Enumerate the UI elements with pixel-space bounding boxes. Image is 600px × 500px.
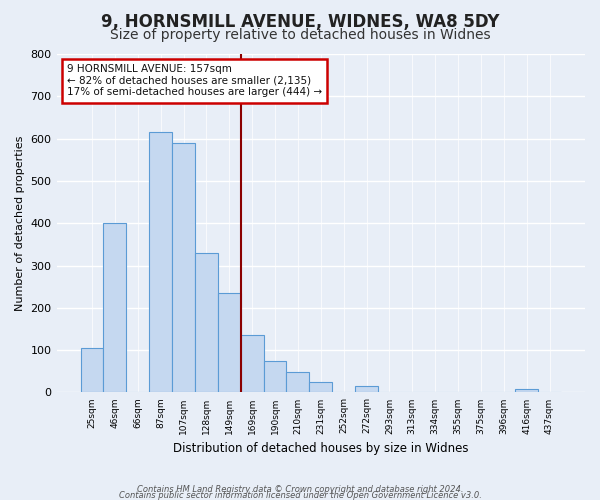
Y-axis label: Number of detached properties: Number of detached properties	[15, 136, 25, 311]
Text: Contains HM Land Registry data © Crown copyright and database right 2024.: Contains HM Land Registry data © Crown c…	[137, 484, 463, 494]
Bar	[241, 336, 263, 392]
Bar	[286, 372, 310, 392]
Bar	[172, 143, 195, 392]
Bar	[80, 348, 103, 393]
Bar	[310, 382, 332, 392]
Bar	[149, 132, 172, 392]
Bar	[355, 386, 378, 392]
Text: 9, HORNSMILL AVENUE, WIDNES, WA8 5DY: 9, HORNSMILL AVENUE, WIDNES, WA8 5DY	[101, 12, 499, 30]
Text: Contains public sector information licensed under the Open Government Licence v3: Contains public sector information licen…	[119, 490, 481, 500]
Text: Size of property relative to detached houses in Widnes: Size of property relative to detached ho…	[110, 28, 490, 42]
Text: 9 HORNSMILL AVENUE: 157sqm
← 82% of detached houses are smaller (2,135)
17% of s: 9 HORNSMILL AVENUE: 157sqm ← 82% of deta…	[67, 64, 322, 98]
Bar	[263, 360, 286, 392]
Bar	[103, 223, 127, 392]
Bar	[515, 390, 538, 392]
Bar	[195, 253, 218, 392]
X-axis label: Distribution of detached houses by size in Widnes: Distribution of detached houses by size …	[173, 442, 469, 455]
Bar	[218, 293, 241, 392]
